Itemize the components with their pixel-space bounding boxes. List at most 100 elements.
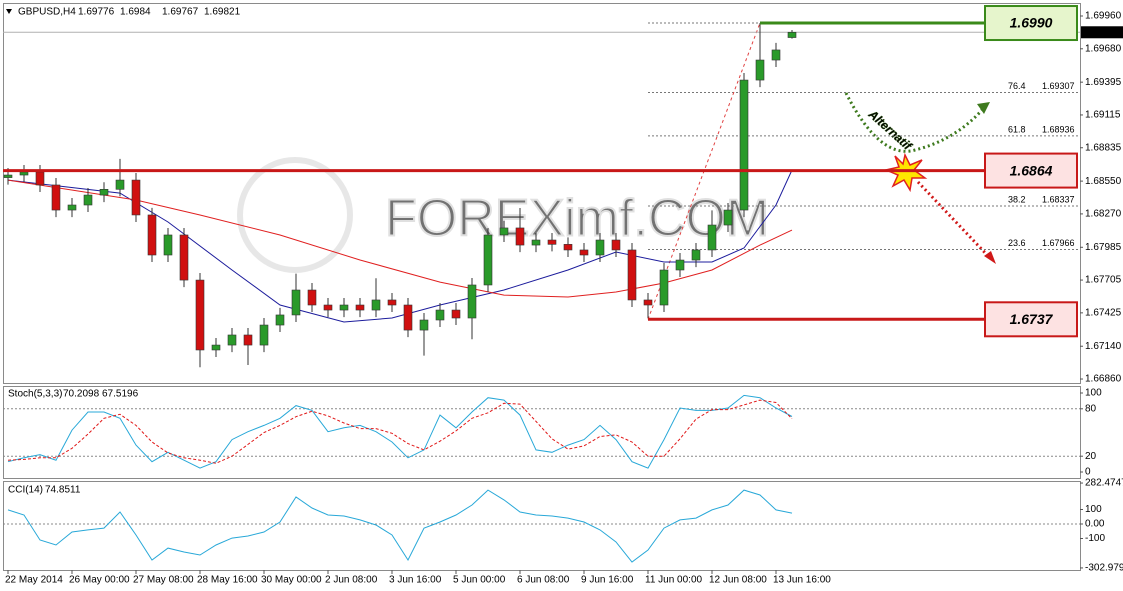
cci-panel [3, 481, 1081, 571]
y-tick-label: 0 [1085, 467, 1091, 478]
stoch-signal-value: 67.5196 [102, 389, 139, 400]
menu-arrow[interactable] [6, 9, 12, 14]
candle-body [35, 171, 45, 186]
indicator-line [7, 179, 793, 298]
y-tick-label: 100 [1085, 388, 1102, 399]
main-panel [3, 3, 1081, 384]
candle-body [259, 324, 269, 346]
x-tick-label: 30 May 00:00 [261, 575, 322, 586]
candle-body [99, 189, 109, 196]
candle-body [291, 289, 301, 316]
candle-body [51, 184, 61, 211]
candle-body [243, 334, 253, 346]
candle-body [771, 49, 781, 61]
level-box [984, 5, 1078, 42]
x-tick-label: 12 Jun 08:00 [709, 575, 767, 586]
y-tick-label: 1.68835 [1085, 142, 1122, 153]
candle-body [83, 194, 93, 206]
candle-body [435, 309, 445, 321]
fib-ratio: 76.4 [1008, 81, 1026, 91]
indicator-line [7, 489, 793, 563]
x-tick-label: 28 May 16:00 [197, 575, 258, 586]
down-arrowhead [984, 251, 996, 264]
fib-ratio: 38.2 [1008, 194, 1026, 204]
candle-body [67, 204, 77, 211]
header-open: 1.69776 [78, 7, 115, 18]
candle-body [323, 304, 333, 311]
y-tick-label: 1.67705 [1085, 275, 1122, 286]
x-tick-label: 5 Jun 00:00 [453, 575, 506, 586]
watermark-text: FOREXimf.COM [385, 190, 769, 248]
y-tick-label: -302.9795 [1085, 563, 1123, 574]
y-tick-label: 1.69960 [1085, 11, 1122, 22]
fib-price: 1.67966 [1042, 238, 1075, 248]
x-tick-label: 9 Jun 16:00 [581, 575, 634, 586]
fib-price: 1.69307 [1042, 81, 1075, 91]
candle-body [499, 227, 509, 236]
candle-body [579, 249, 589, 256]
candle-body [723, 209, 733, 226]
alt-arrow [844, 92, 984, 153]
stoch-main-value: 70.2098 [63, 389, 100, 400]
candle-body [115, 179, 125, 190]
candle-body [211, 344, 221, 351]
candle-body [179, 234, 189, 281]
candle-body [131, 179, 141, 216]
header-high: 1.6984 [120, 7, 151, 18]
candle-body [739, 79, 749, 211]
candle-body [195, 279, 205, 351]
candle-body [227, 334, 237, 346]
candle-body [643, 299, 653, 306]
candle-body [19, 171, 29, 176]
x-tick-label: 2 Jun 08:00 [325, 575, 378, 586]
candle-body [275, 314, 285, 326]
candle-body [691, 249, 701, 261]
x-tick-label: 6 Jun 08:00 [517, 575, 570, 586]
candle-body [755, 59, 765, 81]
y-tick-label: 80 [1085, 403, 1097, 414]
candle-body [531, 239, 541, 246]
stoch-title: Stoch(5,3,3) [8, 389, 62, 400]
candle-body [355, 304, 365, 311]
y-tick-label: 20 [1085, 451, 1097, 462]
fib-ratio: 61.8 [1008, 124, 1026, 134]
candle-body [307, 289, 317, 306]
y-tick-label: 1.67425 [1085, 307, 1122, 318]
header-close: 1.69821 [204, 7, 241, 18]
x-tick-label: 13 Jun 16:00 [773, 575, 831, 586]
candle-body [419, 319, 429, 331]
candle-body [547, 239, 557, 245]
y-tick-label: 0.00 [1085, 519, 1105, 530]
candle-body [627, 249, 637, 301]
fib-ratio: 23.6 [1008, 238, 1026, 248]
indicator-line [7, 394, 793, 469]
y-tick-label: -100 [1085, 533, 1105, 544]
level-label: 1.6864 [1010, 162, 1053, 178]
y-tick-label: 282.4747 [1085, 478, 1123, 489]
header-low: 1.69767 [162, 7, 199, 18]
candle-body [707, 224, 717, 251]
candle-body [387, 299, 397, 306]
candle-body [675, 259, 685, 271]
candle-body [467, 284, 477, 319]
x-tick-label: 22 May 2014 [5, 575, 63, 586]
candle-body [659, 269, 669, 306]
alt-arrowhead [977, 102, 990, 114]
candle-body [451, 309, 461, 319]
price-tag-label: 1.69821 [1084, 27, 1121, 38]
y-tick-label: 1.69395 [1085, 77, 1122, 88]
watermark: FOREXimf.COM [237, 157, 770, 273]
fib-price: 1.68936 [1042, 124, 1075, 134]
price-tag [1081, 26, 1123, 39]
x-tick-label: 27 May 08:00 [133, 575, 194, 586]
level-label: 1.6990 [1010, 15, 1053, 31]
candle-body [339, 304, 349, 311]
candle-body [611, 239, 621, 251]
y-tick-label: 1.69680 [1085, 43, 1122, 54]
candle-body [515, 227, 525, 246]
candle-body [163, 234, 173, 256]
y-tick-label: 1.68270 [1085, 209, 1122, 220]
